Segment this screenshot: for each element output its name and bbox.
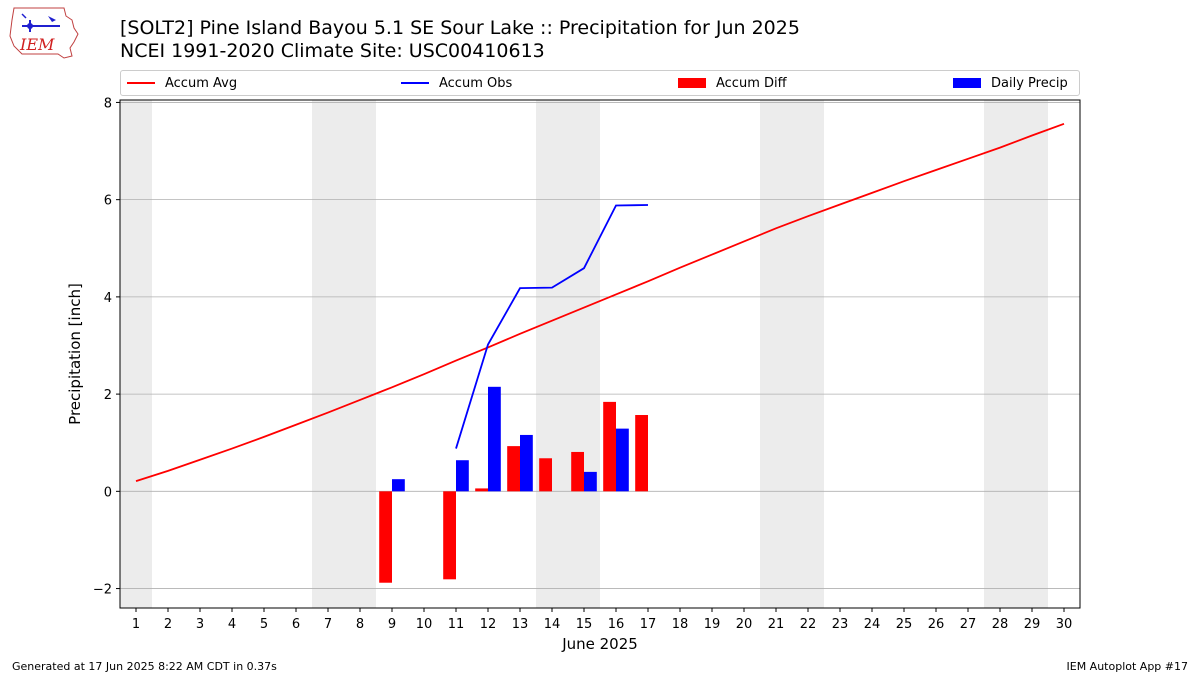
bar-accum-diff-day-15 (571, 451, 584, 492)
y-tick-label-2: 2 (104, 388, 112, 403)
bar-accum-diff-day-16 (603, 401, 616, 492)
x-tick-label-5: 5 (260, 617, 268, 632)
x-tick-label-29: 29 (1024, 617, 1041, 632)
legend-item-accum-avg: Accum Avg (127, 71, 237, 95)
weekend-shade-day-14 (536, 100, 568, 608)
bar-accum-diff-day-17 (635, 415, 648, 492)
line-accum-obs (455, 204, 649, 449)
series-lines (135, 122, 1065, 482)
legend-item-accum-diff: Accum Diff (678, 71, 787, 95)
x-tick-label-24: 24 (864, 617, 881, 632)
generated-timestamp: Generated at 17 Jun 2025 8:22 AM CDT in … (12, 660, 277, 673)
x-tick-label-4: 4 (228, 617, 236, 632)
x-tick-label-12: 12 (480, 617, 497, 632)
x-tick-label-23: 23 (832, 617, 849, 632)
x-tick-label-27: 27 (960, 617, 977, 632)
legend-item-accum-obs: Accum Obs (401, 71, 512, 95)
legend-label-daily-precip: Daily Precip (991, 75, 1068, 91)
bar-daily-precip-day-13 (520, 434, 533, 492)
legend-swatch-accum-avg (127, 82, 155, 84)
y-tick-label-6: 6 (104, 194, 112, 209)
x-tick-label-22: 22 (800, 617, 817, 632)
y-ticks: −2 0 2 4 6 8 (93, 96, 120, 598)
x-tick-label-30: 30 (1056, 617, 1073, 632)
legend-label-accum-diff: Accum Diff (716, 75, 787, 91)
bar-daily-precip-day-11 (456, 460, 469, 492)
x-tick-label-6: 6 (292, 617, 300, 632)
x-tick-label-17: 17 (640, 617, 657, 632)
logo-text: IEM (19, 35, 55, 54)
y-tick-label-4: 4 (104, 291, 112, 306)
app-label: IEM Autoplot App #17 (1066, 660, 1189, 673)
x-tick-label-20: 20 (736, 617, 753, 632)
y-tick-label--2: −2 (93, 583, 112, 598)
legend-swatch-daily-precip (953, 78, 981, 88)
bar-daily-precip-day-12 (488, 386, 501, 492)
weekend-shade-day-22 (792, 100, 824, 608)
bar-daily-precip-day-15 (584, 471, 597, 492)
x-tick-label-9: 9 (388, 617, 396, 632)
bar-accum-diff-day-14 (539, 458, 552, 492)
x-tick-label-15: 15 (576, 617, 593, 632)
x-tick-label-25: 25 (896, 617, 913, 632)
legend: Accum Avg Accum Obs Accum Diff Daily Pre… (120, 70, 1080, 96)
bar-daily-precip-day-9 (392, 479, 405, 492)
weekend-shade-day-7 (312, 100, 344, 608)
bar-accum-diff-day-9 (379, 491, 392, 583)
x-tick-label-28: 28 (992, 617, 1009, 632)
weekend-shade-day-15 (568, 100, 600, 608)
x-tick-label-11: 11 (448, 617, 465, 632)
line-accum-avg (135, 122, 1065, 482)
x-tick-label-16: 16 (608, 617, 625, 632)
weekend-shade-day-8 (344, 100, 376, 608)
x-tick-label-19: 19 (704, 617, 721, 632)
bars (379, 386, 648, 583)
legend-label-accum-obs: Accum Obs (439, 75, 513, 91)
x-tick-label-7: 7 (324, 617, 332, 632)
x-axis-label: June 2025 (561, 635, 638, 653)
y-tick-label-8: 8 (104, 96, 112, 111)
grid-lines (120, 102, 1080, 589)
bar-daily-precip-day-16 (616, 428, 629, 492)
weekend-shading (120, 100, 1048, 608)
x-tick-label-10: 10 (416, 617, 433, 632)
bar-accum-diff-day-11 (443, 491, 456, 580)
x-tick-label-8: 8 (356, 617, 364, 632)
chart-subtitle: NCEI 1991-2020 Climate Site: USC00410613 (120, 40, 545, 62)
weekend-shade-day-21 (760, 100, 792, 608)
weekend-shade-day-28 (984, 100, 1016, 608)
chart-title: [SOLT2] Pine Island Bayou 5.1 SE Sour La… (120, 17, 800, 39)
x-tick-label-26: 26 (928, 617, 945, 632)
weekend-shade-day-1 (120, 100, 152, 608)
x-tick-label-3: 3 (196, 617, 204, 632)
legend-swatch-accum-obs (401, 82, 429, 84)
y-axis-label: Precipitation [inch] (66, 283, 84, 425)
bar-accum-diff-day-13 (507, 446, 520, 492)
legend-swatch-accum-diff (678, 78, 706, 88)
x-tick-label-13: 13 (512, 617, 529, 632)
plot-frame (119, 99, 1081, 609)
iem-logo: IEM (9, 7, 79, 59)
bar-accum-diff-day-12 (475, 488, 488, 492)
weekend-shade-day-29 (1016, 100, 1048, 608)
legend-item-daily-precip: Daily Precip (953, 71, 1068, 95)
x-tick-label-1: 1 (132, 617, 140, 632)
x-tick-label-21: 21 (768, 617, 785, 632)
x-tick-label-14: 14 (544, 617, 561, 632)
y-tick-label-0: 0 (104, 485, 112, 500)
legend-label-accum-avg: Accum Avg (165, 75, 238, 91)
x-tick-label-2: 2 (164, 617, 172, 632)
x-ticks: 1 2 3 4 5 6 7 8 9 10 11 12 13 14 15 16 17 18 19 20 21 22 23 24 2… (132, 608, 1072, 632)
x-tick-label-18: 18 (672, 617, 689, 632)
